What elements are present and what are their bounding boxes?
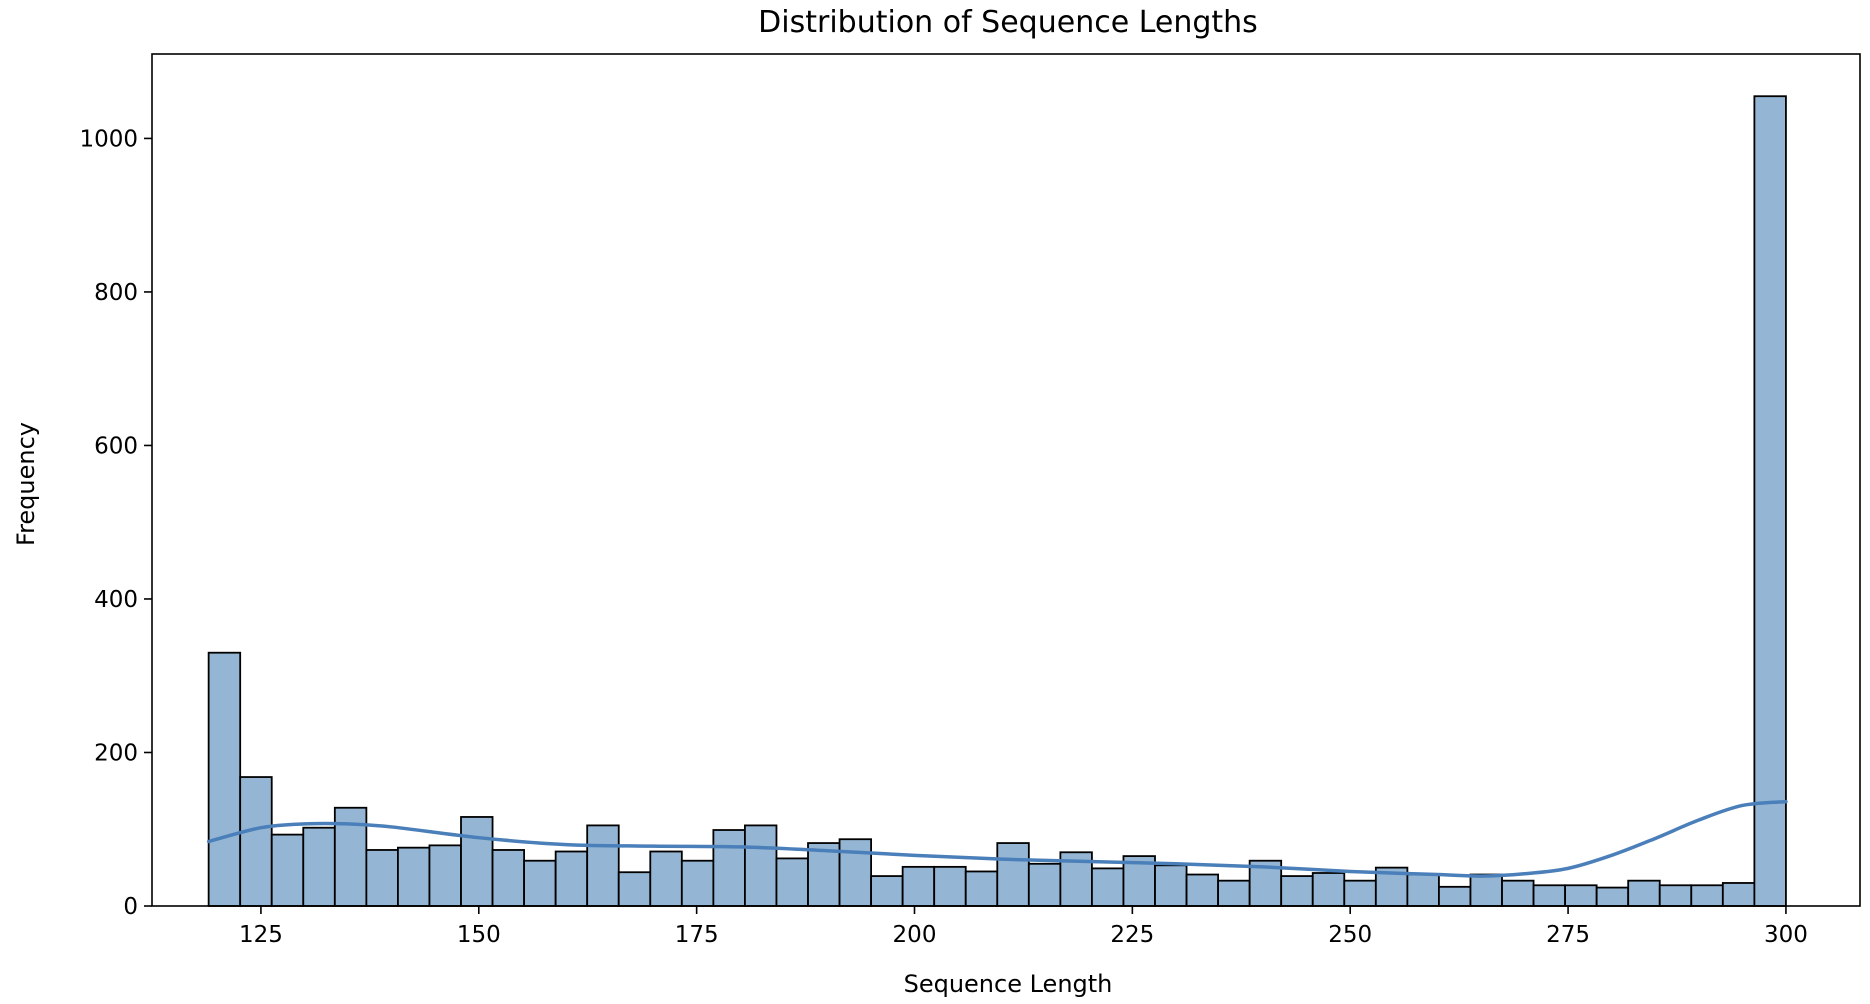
histogram-bar xyxy=(870,875,904,907)
histogram-bar xyxy=(1343,879,1377,907)
x-tick-label: 225 xyxy=(1110,922,1154,948)
histogram-bar xyxy=(1564,884,1598,907)
x-tick-label: 275 xyxy=(1546,922,1590,948)
x-tick-label: 200 xyxy=(893,922,937,948)
histogram-bar xyxy=(491,849,526,907)
histogram-bar xyxy=(302,826,336,907)
y-tick-label: 400 xyxy=(94,587,138,613)
x-axis-label: Sequence Length xyxy=(904,970,1113,998)
kde-curve xyxy=(206,799,1788,878)
histogram-bar xyxy=(1280,875,1314,907)
histogram-bar xyxy=(901,865,936,907)
histogram-bar xyxy=(428,844,462,907)
histogram-bar xyxy=(1721,882,1756,907)
histogram-bar xyxy=(554,850,589,907)
y-axis-label: Frequency xyxy=(12,422,40,546)
chart-title: Distribution of Sequence Lengths xyxy=(758,5,1258,40)
histogram-bar xyxy=(397,846,431,907)
y-tick-label: 1000 xyxy=(79,126,138,152)
histogram-bar xyxy=(460,816,494,907)
histogram-bar xyxy=(680,859,715,907)
histogram-bars xyxy=(207,95,1787,907)
histogram-bar xyxy=(1406,873,1440,907)
histogram-bar xyxy=(523,859,557,907)
histogram-bar xyxy=(996,842,1030,907)
histogram-bar xyxy=(1438,885,1472,907)
histogram-bar xyxy=(744,824,778,907)
x-tick-label: 175 xyxy=(675,922,719,948)
x-axis-ticks: 125 150 175 200 225 250 275 300 xyxy=(239,906,1808,948)
histogram-bar xyxy=(649,850,683,907)
histogram-bar xyxy=(586,824,620,907)
histogram-bar xyxy=(1627,879,1661,907)
histogram-bar xyxy=(239,776,273,907)
histogram-bar xyxy=(1532,884,1567,907)
histogram-bar xyxy=(270,833,305,907)
plot-frame xyxy=(151,53,1861,907)
histogram-bar xyxy=(1217,879,1251,907)
histogram-bar xyxy=(1501,879,1535,907)
histogram-bar xyxy=(933,865,967,907)
y-axis-ticks: 0 200 400 600 800 1000 xyxy=(79,126,152,920)
histogram-bar xyxy=(207,651,242,907)
histogram-bar xyxy=(1027,862,1062,907)
y-tick-label: 800 xyxy=(94,280,138,306)
x-tick-label: 300 xyxy=(1764,922,1808,948)
x-tick-label: 150 xyxy=(457,922,501,948)
x-tick-label: 125 xyxy=(239,922,283,948)
y-tick-label: 200 xyxy=(94,740,138,766)
histogram-bar xyxy=(1154,864,1188,907)
histogram-bar xyxy=(1185,873,1220,907)
histogram-bar xyxy=(1091,867,1125,907)
histogram-bar xyxy=(712,829,746,907)
histogram-bar xyxy=(365,849,399,907)
histogram-bar xyxy=(775,857,809,907)
histogram-bar xyxy=(964,870,999,907)
histogram-bar xyxy=(617,871,652,907)
histogram-bar xyxy=(838,838,873,907)
histogram-bar xyxy=(1469,873,1503,907)
histogram-bar xyxy=(1690,884,1724,907)
histogram-bar xyxy=(1753,95,1787,907)
y-tick-label: 0 xyxy=(123,894,138,920)
histogram-bar xyxy=(1311,872,1346,907)
y-tick-label: 600 xyxy=(94,433,138,459)
histogram-bar xyxy=(1658,884,1693,907)
x-tick-label: 250 xyxy=(1328,922,1372,948)
histogram-bar xyxy=(1595,886,1630,907)
